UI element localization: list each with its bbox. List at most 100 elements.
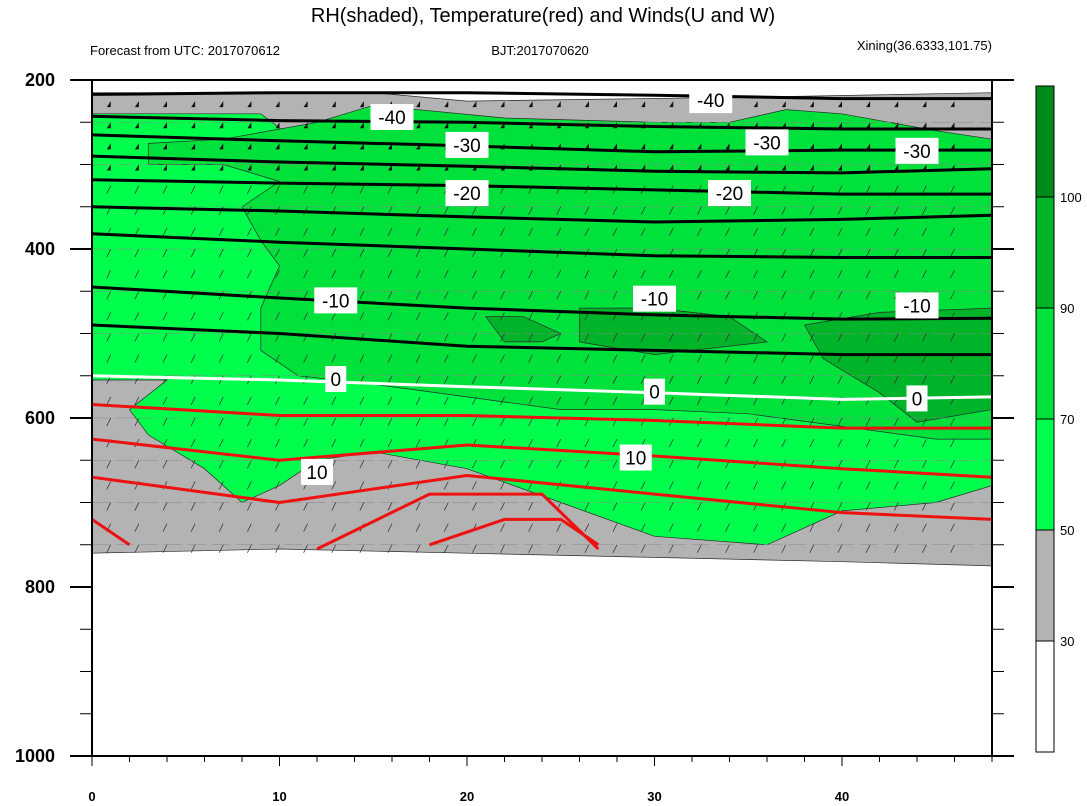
wind-barb (640, 502, 646, 511)
red-contour (91, 403, 992, 430)
wind-barb (303, 417, 308, 427)
wind-barb (865, 185, 871, 194)
colorbar-label: 90 (1060, 301, 1074, 316)
wind-flag (866, 122, 871, 129)
wind-flag (725, 164, 730, 171)
wind-barb (640, 544, 646, 553)
wind-flag (331, 164, 336, 171)
wind-barb (556, 354, 562, 363)
wind-barb (500, 206, 505, 215)
wind-barb (218, 185, 224, 194)
wind-barb (190, 417, 196, 427)
contour-label: -30 (903, 142, 930, 163)
wind-barb (500, 227, 505, 237)
wind-barb (415, 312, 421, 321)
wind-barb (134, 544, 140, 553)
wind-barb (415, 354, 421, 363)
wind-barb (753, 481, 758, 490)
temperature-contour--20 (91, 232, 992, 259)
wind-barb (612, 269, 618, 279)
wind-barb (922, 269, 927, 279)
contour-label: -10 (322, 291, 349, 312)
wind-barb (612, 396, 618, 406)
wind-barb (443, 396, 449, 406)
wind-barb (584, 291, 590, 300)
wind-barb (134, 269, 140, 279)
wind-barb (809, 417, 815, 427)
wind-barb (753, 291, 758, 300)
wind-barb (500, 544, 505, 553)
wind-flag (809, 122, 814, 129)
wind-barb (781, 354, 787, 363)
wind-barb (809, 269, 815, 279)
wind-barb (837, 291, 843, 300)
wind-barb (725, 396, 730, 406)
wind-barb (809, 523, 815, 532)
wind-barb (725, 206, 730, 215)
wind-flag (669, 101, 674, 108)
wind-barb (190, 438, 196, 448)
wind-barb (922, 248, 927, 258)
wind-barb (134, 312, 140, 321)
wind-barb (668, 354, 674, 363)
wind-barb (218, 312, 224, 321)
wind-barb (303, 185, 308, 194)
wind-barb (950, 481, 955, 490)
wind-barb (331, 523, 337, 532)
wind-barb (190, 269, 196, 279)
wind-barb (697, 523, 702, 532)
location-label: Xining(36.6333,101.75) (857, 38, 992, 53)
wind-barb (922, 438, 927, 448)
wind-barb (725, 227, 730, 237)
wind-barb (668, 460, 674, 469)
wind-barb (640, 206, 646, 215)
wind-flag (247, 122, 252, 129)
wind-barb (443, 460, 449, 469)
wind-barb (331, 248, 337, 258)
wind-barb (472, 396, 477, 406)
wind-barb (584, 354, 590, 363)
wind-barb (528, 396, 533, 406)
wind-barb (162, 396, 168, 406)
wind-barb (922, 375, 927, 384)
wind-barb (106, 185, 112, 194)
wind-barb (697, 269, 702, 279)
wind-barb (612, 502, 618, 511)
wind-barb (837, 502, 843, 511)
wind-barb (500, 481, 505, 490)
wind-barb (415, 375, 421, 384)
wind-barb (415, 417, 421, 427)
wind-barb (190, 227, 196, 237)
wind-barb (725, 269, 730, 279)
wind-barb (500, 375, 505, 384)
rh-region-90-100 (485, 316, 562, 343)
wind-flag (584, 101, 589, 108)
wind-flag (838, 164, 842, 171)
wind-barb (837, 269, 843, 279)
colorbar-box (1035, 418, 1055, 531)
contour-label-box (895, 137, 939, 164)
wind-barb (303, 312, 308, 321)
wind-barb (922, 227, 927, 237)
wind-barb (415, 502, 421, 511)
wind-barb (162, 269, 168, 279)
contour-label-box (370, 104, 414, 131)
wind-barb (247, 269, 252, 279)
wind-barb (275, 544, 280, 553)
wind-flag (191, 143, 196, 150)
wind-barb (106, 460, 112, 469)
wind-barb (218, 502, 224, 511)
wind-barb (781, 438, 787, 448)
wind-barb (359, 227, 365, 237)
wind-barb (865, 333, 871, 342)
wind-barb (528, 291, 533, 300)
wind-barb (500, 523, 505, 532)
wind-barb (668, 227, 674, 237)
wind-barb (753, 523, 758, 532)
wind-barb (668, 438, 674, 448)
contour-labels: -40 -40 -30 -30 -30 -20 -20 -10 -10 -10 0 0 0 10 10 (301, 87, 939, 485)
wind-barb (500, 396, 505, 406)
wind-barb (500, 269, 505, 279)
wind-barb (922, 417, 927, 427)
wind-flag (838, 143, 842, 150)
